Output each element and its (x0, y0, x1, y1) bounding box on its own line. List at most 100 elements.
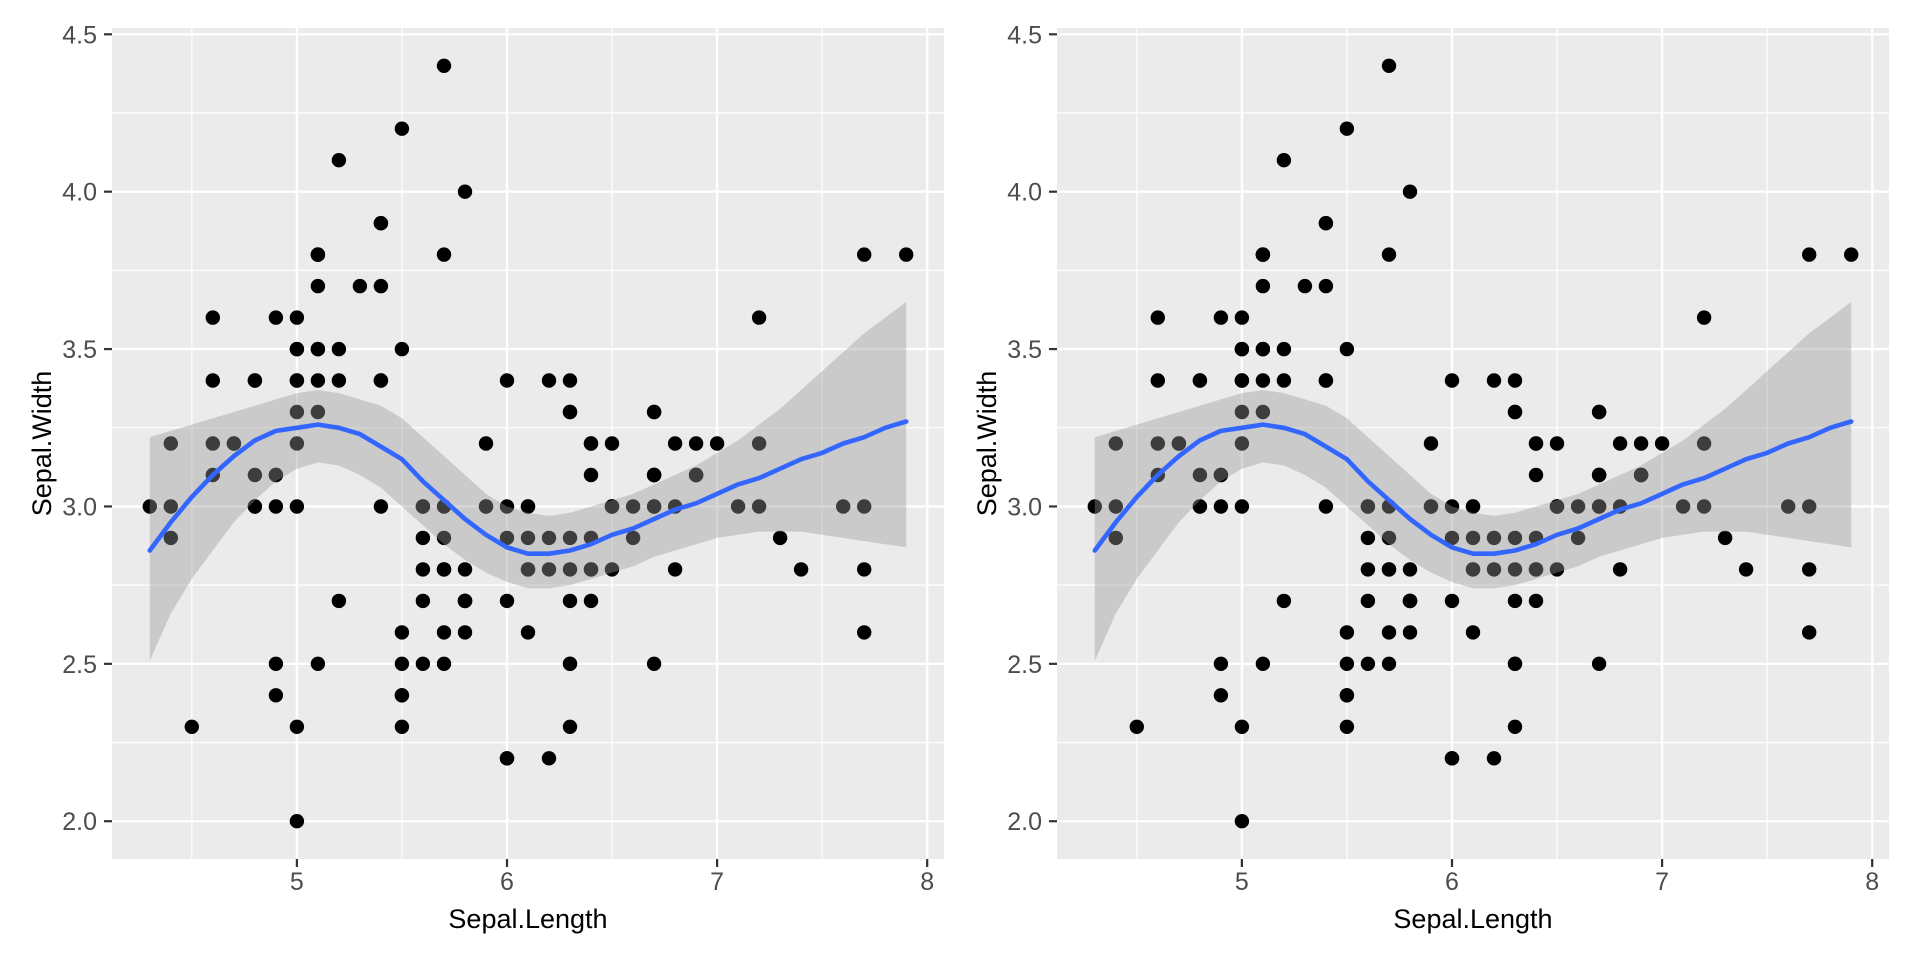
y-axis-title: Sepal.Width (972, 371, 1002, 517)
data-point (1234, 719, 1250, 734)
y-tick-label: 2.5 (62, 651, 97, 679)
data-point (751, 310, 767, 325)
y-tick-label: 3.5 (62, 336, 97, 364)
data-point (1486, 562, 1502, 577)
data-point (688, 467, 704, 483)
data-point (457, 184, 473, 199)
data-point (646, 404, 662, 420)
data-point (1507, 593, 1523, 609)
data-point (1213, 656, 1229, 671)
data-point (415, 530, 431, 546)
data-point (1507, 719, 1523, 734)
data-point (163, 436, 178, 451)
data-point (1192, 499, 1208, 514)
y-tick-label: 4.0 (1007, 179, 1042, 207)
loess-smooth-line (1092, 419, 1854, 556)
data-point (1465, 499, 1481, 514)
data-point (331, 373, 347, 388)
data-point (163, 499, 178, 514)
data-point (1297, 278, 1313, 294)
data-point (1381, 530, 1397, 546)
data-point (1255, 278, 1271, 294)
data-point (1696, 436, 1712, 451)
data-point (394, 625, 410, 640)
data-point (436, 562, 452, 577)
data-point (310, 341, 326, 357)
data-point (1276, 593, 1292, 609)
data-point (1465, 562, 1481, 577)
data-point (1444, 751, 1460, 766)
y-tick-label: 3.0 (1007, 493, 1042, 521)
data-point (415, 499, 431, 514)
x-axis-tick-marks (295, 859, 929, 867)
data-point (1612, 436, 1628, 451)
data-point (1234, 499, 1250, 514)
data-point (562, 593, 578, 609)
y-tick-label: 2.0 (62, 808, 97, 836)
loess-smooth-line (147, 419, 909, 556)
data-point (1339, 121, 1355, 136)
data-point (1339, 341, 1355, 357)
data-point (310, 373, 326, 388)
data-point (604, 436, 620, 451)
data-point (415, 656, 431, 671)
data-point (751, 499, 767, 514)
data-point (541, 373, 557, 388)
x-axis-tick-labels: 5 6 7 8 (290, 868, 934, 896)
data-point (184, 719, 199, 734)
data-point (1738, 562, 1754, 577)
data-point (1549, 562, 1565, 577)
data-point (793, 562, 809, 577)
data-point (1444, 373, 1460, 388)
data-point (1570, 499, 1586, 514)
data-point (436, 58, 452, 73)
data-point (836, 499, 851, 514)
data-point (520, 625, 536, 640)
data-point (1108, 530, 1123, 546)
data-point (604, 499, 620, 514)
y-tick-label: 4.0 (62, 179, 97, 207)
data-point (457, 593, 473, 609)
data-point (1444, 499, 1460, 514)
data-point (1486, 751, 1502, 766)
x-tick-label: 7 (710, 868, 724, 896)
data-point (1781, 499, 1796, 514)
data-point (1234, 404, 1250, 420)
scatter-plot-left: 5 6 7 8 2.0 2.5 3.0 3.5 4.0 4.5 Sepal.Length Sep… (0, 0, 945, 960)
data-point (1171, 436, 1187, 451)
scatter-plot-right: 5 6 7 8 2.0 2.5 3.0 3.5 4.0 4.5 Sepal.Length Sep… (945, 0, 1920, 960)
data-point (1129, 719, 1144, 734)
data-point (1318, 373, 1334, 388)
scatter-points (142, 58, 914, 829)
data-point (205, 436, 220, 451)
data-point (1381, 58, 1397, 73)
data-point (1591, 499, 1607, 514)
data-point (1234, 310, 1250, 325)
data-point (541, 562, 557, 577)
data-point (1213, 499, 1229, 514)
data-point (268, 310, 284, 325)
data-point (1402, 625, 1418, 640)
data-point (331, 153, 347, 168)
data-point (709, 436, 725, 451)
data-point (373, 373, 389, 388)
data-point (289, 341, 305, 357)
data-point (247, 499, 263, 514)
data-point (1423, 499, 1439, 514)
data-point (1150, 436, 1165, 451)
data-point (1360, 656, 1376, 671)
plot-svg-right: 5 6 7 8 2.0 2.5 3.0 3.5 4.0 4.5 Sepal.Length Sep… (972, 21, 1889, 934)
x-axis-title: Sepal.Length (1393, 904, 1552, 934)
data-point (1549, 436, 1565, 451)
data-point (583, 467, 599, 483)
data-point (625, 530, 641, 546)
data-point (1276, 341, 1292, 357)
data-point (1381, 625, 1397, 640)
data-point (1612, 562, 1628, 577)
data-point (1802, 562, 1817, 577)
data-point (899, 247, 914, 262)
data-point (857, 499, 872, 514)
data-point (499, 373, 515, 388)
data-point (1234, 814, 1250, 829)
data-point (1444, 593, 1460, 609)
